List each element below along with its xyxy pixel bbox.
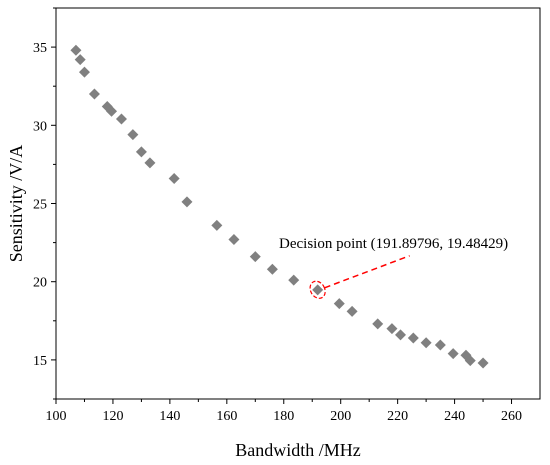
data-point [312,284,324,296]
ticks-layer: 100 120 140 160 180 200 220 240 260 15 20 25 30 35 [33,7,522,424]
y-axis-title: Sensitivity /V/A [6,145,26,263]
data-point [249,251,261,263]
x-tick-label: 140 [159,409,180,424]
data-point [447,348,459,360]
x-tick-label: 220 [387,409,408,424]
data-point [288,274,300,286]
data-point [407,332,419,344]
x-tick-label: 200 [330,409,351,424]
data-point [346,305,358,317]
data-point [386,323,398,335]
data-point [181,196,193,208]
data-point [477,357,489,369]
points-layer [70,44,489,369]
y-tick-label: 30 [33,119,47,134]
y-tick-label: 20 [33,276,47,291]
annotation-layer: Decision point (191.89796, 19.48429) [279,236,508,299]
data-point [135,146,147,158]
x-tick-label: 160 [216,409,237,424]
data-point [168,172,180,184]
data-point [464,355,476,367]
y-tick-label: 15 [33,354,47,369]
data-point [420,337,432,349]
plot-frame [55,7,541,400]
x-tick-label: 260 [501,409,522,424]
data-point [88,88,100,100]
x-tick-label: 180 [273,409,294,424]
x-tick-label: 100 [46,409,67,424]
data-point [434,339,446,351]
data-point [115,113,127,125]
data-point [394,329,406,341]
data-point [78,66,90,78]
data-point [127,129,139,141]
data-point [333,298,345,310]
data-point [106,105,118,117]
x-tick-label: 120 [102,409,123,424]
data-point [211,219,223,231]
data-point [266,263,278,275]
x-axis-title: Bandwidth /MHz [235,440,361,460]
data-point [74,54,86,66]
data-point [228,233,240,245]
decision-point-leader-line [324,255,410,289]
y-tick-label: 25 [33,198,47,213]
data-point [372,318,384,330]
data-point [70,44,82,56]
decision-point-label: Decision point (191.89796, 19.48429) [279,236,508,252]
decision-point-marker [309,280,326,299]
y-tick-label: 35 [33,41,47,56]
x-tick-label: 240 [444,409,465,424]
data-point [144,157,156,169]
